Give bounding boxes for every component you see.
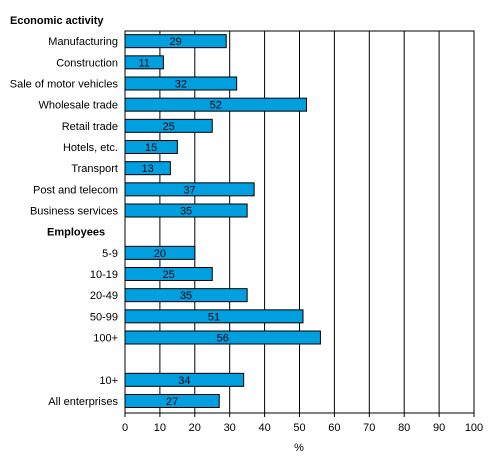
category-label: Retail trade — [62, 121, 118, 133]
group-label: Economic activity — [10, 15, 104, 27]
category-label: 100+ — [93, 333, 118, 345]
category-label: 10+ — [99, 375, 118, 387]
bar — [124, 55, 164, 70]
bar-value-label: 37 — [183, 184, 195, 196]
bar-value-label: 13 — [142, 163, 154, 175]
x-tick-label: 10 — [154, 422, 166, 434]
bar-value-label: 25 — [163, 269, 175, 281]
bar-value-label: 56 — [217, 333, 229, 345]
bar — [124, 288, 248, 303]
bar-value-label: 34 — [178, 375, 190, 387]
gridlines — [159, 31, 440, 413]
category-label: Hotels, etc. — [63, 142, 118, 154]
bar — [124, 330, 321, 345]
bar — [124, 309, 304, 324]
bar-value-label: 11 — [138, 57, 149, 69]
bar-value-label: 25 — [163, 121, 175, 133]
bar — [124, 161, 171, 176]
category-label: 20-49 — [90, 290, 118, 302]
category-label: 5-9 — [102, 248, 118, 260]
x-tick-label: 80 — [398, 422, 410, 434]
bar — [124, 182, 255, 197]
bar — [124, 140, 178, 154]
bar-value-label: 27 — [166, 396, 178, 408]
x-axis-ticks: 0 10 20 30 40 50 60 70 80 90 100 — [122, 413, 483, 434]
bar-value-label: 35 — [180, 206, 192, 218]
bar — [124, 34, 227, 49]
bar — [124, 76, 238, 91]
category-label: Construction — [56, 57, 118, 69]
x-tick-label: 70 — [363, 422, 375, 434]
x-tick-label: 0 — [122, 422, 128, 434]
x-tick-label: 20 — [189, 422, 201, 434]
category-label: 10-19 — [90, 269, 118, 281]
bar — [124, 118, 213, 133]
category-label: Transport — [71, 163, 118, 175]
category-label: All enterprises — [48, 396, 118, 408]
category-label: 50-99 — [90, 311, 118, 323]
category-label: Post and telecom — [33, 184, 118, 196]
category-labels: Economic activity Manufacturing Constructi… — [10, 15, 119, 408]
bar-value-label: 32 — [175, 79, 187, 91]
x-tick-label: 40 — [258, 422, 270, 434]
bar-value-label: 20 — [154, 248, 166, 260]
x-tick-label: 50 — [293, 422, 305, 434]
category-label: Wholesale trade — [39, 100, 119, 112]
x-tick-label: 90 — [433, 422, 445, 434]
bar — [124, 203, 248, 218]
bar — [124, 267, 213, 281]
bar — [124, 97, 307, 112]
bar-value-label: 29 — [169, 36, 181, 48]
bar — [124, 245, 196, 260]
category-label: Sale of motor vehicles — [10, 79, 119, 91]
bar-value-label: 35 — [180, 290, 192, 302]
bar — [124, 372, 245, 387]
bar-value-label: 52 — [210, 100, 222, 112]
x-axis-title: % — [294, 442, 304, 454]
bar-value-label: 15 — [145, 142, 157, 154]
category-label: Business services — [30, 206, 119, 218]
x-tick-label: 60 — [328, 422, 340, 434]
category-label: Manufacturing — [48, 36, 118, 48]
x-tick-label: 100 — [465, 422, 483, 434]
bar — [124, 394, 220, 408]
group-label: Employees — [47, 227, 105, 239]
x-tick-label: 30 — [224, 422, 236, 434]
bar-value-label: 51 — [208, 311, 220, 323]
